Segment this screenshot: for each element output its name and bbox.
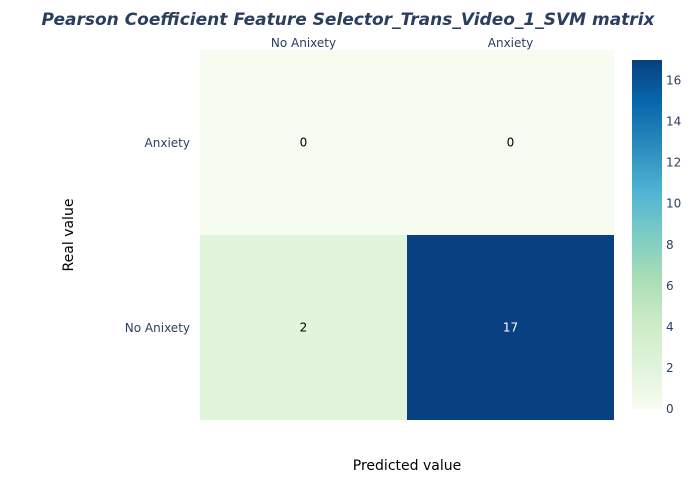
colorbar-tick-label: 10: [666, 197, 681, 211]
heatmap-cell: [407, 235, 614, 420]
y-axis-ticks: Anxiety No Anixety: [125, 136, 190, 335]
colorbar-tick-label: 2: [666, 361, 674, 375]
y-axis-title: Real value: [61, 199, 77, 272]
colorbar-tick-label: 16: [666, 74, 681, 88]
x-axis-title: Predicted value: [353, 458, 461, 474]
colorbar: 0 2 4 6 8 10 12 14 16: [632, 60, 681, 416]
heatmap-cell-value: 0: [507, 136, 515, 150]
heatmap-cells: [200, 50, 614, 420]
heatmap-cell-value: 2: [300, 321, 308, 335]
heatmap-cell-value: 0: [300, 136, 308, 150]
colorbar-tick-label: 14: [666, 115, 681, 129]
colorbar-tick-label: 4: [666, 320, 674, 334]
heatmap-cell: [407, 50, 614, 235]
y-tick-label: Anxiety: [145, 136, 190, 150]
heatmap-cell: [200, 50, 407, 235]
colorbar-tick-label: 6: [666, 279, 674, 293]
x-axis-ticks: No Anixety Anxiety: [271, 36, 533, 50]
colorbar-tick-label: 0: [666, 402, 674, 416]
colorbar-tick-label: 8: [666, 238, 674, 252]
heatmap-cell-value: 17: [503, 321, 518, 335]
heatmap-cell: [200, 235, 407, 420]
x-tick-label: Anxiety: [488, 36, 533, 50]
colorbar-ticks: 0 2 4 6 8 10 12 14 16: [666, 74, 681, 416]
colorbar-tick-label: 12: [666, 156, 681, 170]
colorbar-gradient: [632, 60, 662, 409]
chart-title: Pearson Coefficient Feature Selector_Tra…: [42, 10, 656, 30]
y-tick-label: No Anixety: [125, 321, 190, 335]
heatmap-cell-labels: 0 0 2 17: [300, 136, 518, 335]
x-tick-label: No Anixety: [271, 36, 336, 50]
